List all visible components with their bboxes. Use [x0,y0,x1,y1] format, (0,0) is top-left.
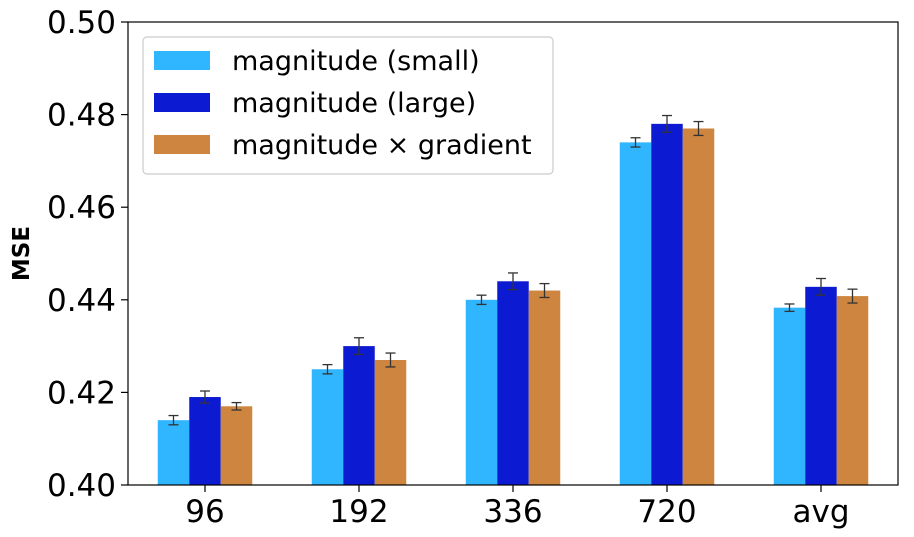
x-tick-label: avg [792,494,849,530]
y-tick-label: 0.46 [47,190,116,226]
legend-frame [142,36,554,175]
bar [805,286,837,485]
bars-layer [157,123,869,486]
legend: magnitude (small) magnitude (large) magnit… [142,36,554,175]
y-axis: 0.40 0.42 0.44 0.46 0.48 0.50 [47,5,128,504]
legend-label: magnitude (small) [232,46,480,77]
bar [836,296,869,485]
legend-label: magnitude × gradient [232,130,532,161]
y-tick-label: 0.50 [47,5,116,41]
x-tick-label: 192 [329,494,388,530]
bar [220,406,253,485]
bar [651,123,683,486]
bar [773,307,806,485]
y-tick-label: 0.40 [47,468,116,504]
legend-swatch [154,93,210,112]
y-tick-label: 0.44 [47,283,116,319]
bar [157,420,190,485]
bar [619,142,652,485]
bar [374,359,407,485]
x-tick-label: 720 [637,494,696,530]
x-tick-label: 336 [483,494,542,530]
legend-swatch [154,51,210,70]
bar [497,281,529,485]
bar [465,299,498,485]
errorbars-layer [168,114,858,426]
legend-label: magnitude (large) [232,88,476,119]
bar [343,346,375,485]
y-tick-label: 0.42 [47,375,116,411]
y-axis-label: MSE [9,226,35,281]
bar [189,397,221,485]
bar [311,369,344,485]
bar [682,128,715,486]
legend-swatch [154,135,210,154]
x-tick-label: 96 [185,494,224,530]
y-tick-label: 0.48 [47,98,116,134]
bar [528,290,561,485]
x-axis: 96 192 336 720 avg [185,485,850,530]
